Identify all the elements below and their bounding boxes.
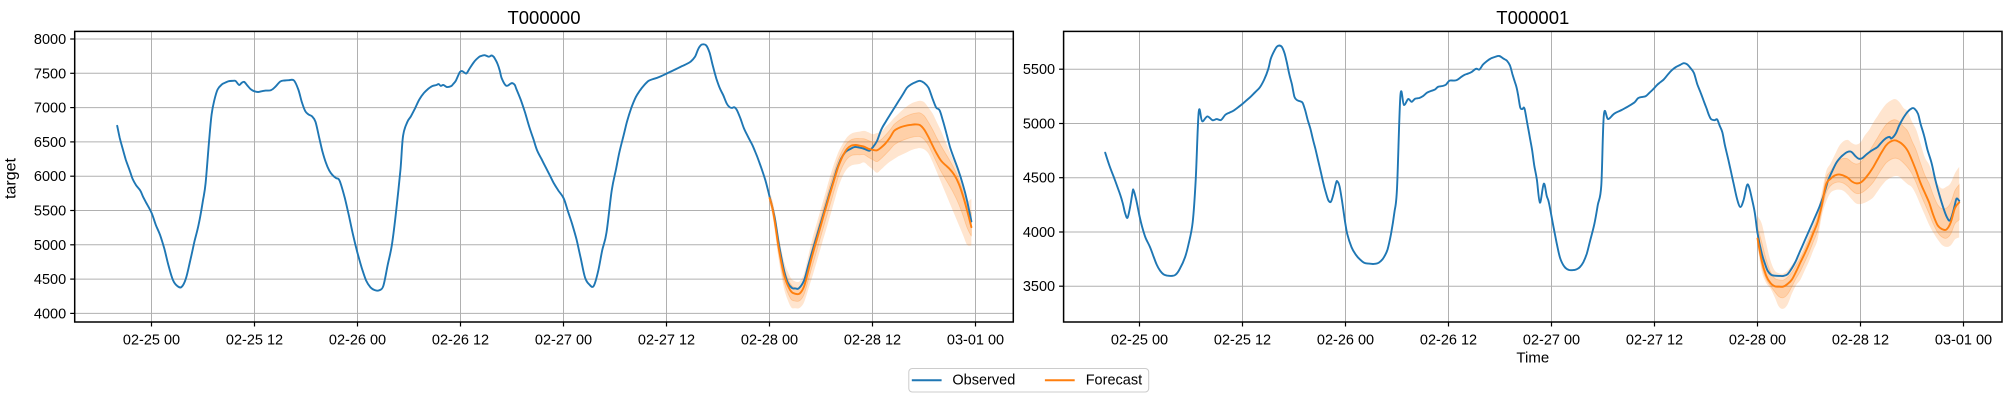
svg-text:7000: 7000 [34,101,66,117]
svg-text:02-26 12: 02-26 12 [432,333,489,349]
svg-text:02-28 00: 02-28 00 [741,333,798,349]
svg-text:02-25 00: 02-25 00 [123,333,180,349]
svg-text:02-25 12: 02-25 12 [226,333,283,349]
svg-text:5500: 5500 [34,204,66,220]
svg-text:Forecast: Forecast [1086,373,1142,389]
svg-text:4500: 4500 [34,272,66,288]
svg-text:02-27 12: 02-27 12 [638,333,695,349]
svg-text:02-28 00: 02-28 00 [1729,333,1786,349]
svg-text:8000: 8000 [34,32,66,48]
svg-text:03-01 00: 03-01 00 [1935,333,1992,349]
svg-text:4000: 4000 [1023,225,1055,241]
svg-text:02-25 00: 02-25 00 [1111,333,1168,349]
svg-text:Time: Time [1516,350,1549,367]
svg-text:6500: 6500 [34,135,66,151]
svg-text:T000001: T000001 [1496,7,1569,28]
svg-text:5000: 5000 [34,238,66,254]
svg-text:02-26 12: 02-26 12 [1420,333,1477,349]
svg-text:Observed: Observed [952,373,1015,389]
svg-text:02-26 00: 02-26 00 [329,333,386,349]
svg-text:7500: 7500 [34,66,66,82]
svg-text:02-27 12: 02-27 12 [1626,333,1683,349]
svg-text:02-28 12: 02-28 12 [1832,333,1889,349]
svg-text:T000000: T000000 [507,7,580,28]
svg-text:4000: 4000 [34,306,66,322]
svg-text:02-27 00: 02-27 00 [535,333,592,349]
svg-text:02-26 00: 02-26 00 [1317,333,1374,349]
svg-text:02-28 12: 02-28 12 [844,333,901,349]
svg-text:3500: 3500 [1023,279,1055,295]
svg-text:4500: 4500 [1023,171,1055,187]
svg-text:02-27 00: 02-27 00 [1523,333,1580,349]
svg-text:02-25 12: 02-25 12 [1214,333,1271,349]
svg-text:5000: 5000 [1023,117,1055,133]
svg-text:6000: 6000 [34,169,66,185]
svg-text:target: target [3,157,20,198]
svg-text:03-01 00: 03-01 00 [947,333,1004,349]
svg-text:5500: 5500 [1023,62,1055,78]
